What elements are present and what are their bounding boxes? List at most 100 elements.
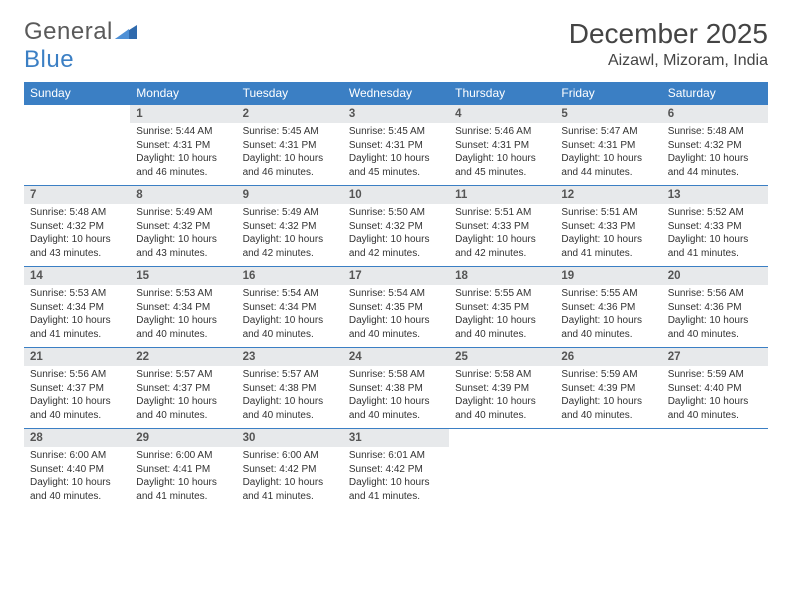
weekday-header: Monday <box>130 82 236 105</box>
daylight-text: Daylight: 10 hours <box>30 233 124 247</box>
daylight-text: and 44 minutes. <box>668 166 762 180</box>
daylight-text: and 40 minutes. <box>349 328 443 342</box>
day-number-cell: 14 <box>24 267 130 286</box>
day-number-cell: 26 <box>555 348 661 367</box>
sunrise-text: Sunrise: 5:56 AM <box>30 368 124 382</box>
sunrise-text: Sunrise: 5:54 AM <box>349 287 443 301</box>
sunset-text: Sunset: 4:42 PM <box>243 463 337 477</box>
day-body-cell: Sunrise: 5:49 AMSunset: 4:32 PMDaylight:… <box>237 204 343 267</box>
daylight-text: and 43 minutes. <box>30 247 124 261</box>
daylight-text: and 41 minutes. <box>668 247 762 261</box>
day-number-cell: 8 <box>130 186 236 205</box>
daylight-text: Daylight: 10 hours <box>30 314 124 328</box>
day-number-cell: 29 <box>130 429 236 448</box>
daylight-text: and 40 minutes. <box>30 490 124 504</box>
day-number-cell: 15 <box>130 267 236 286</box>
sunset-text: Sunset: 4:31 PM <box>455 139 549 153</box>
day-body-row: Sunrise: 6:00 AMSunset: 4:40 PMDaylight:… <box>24 447 768 509</box>
daylight-text: and 40 minutes. <box>243 328 337 342</box>
weekday-header-row: Sunday Monday Tuesday Wednesday Thursday… <box>24 82 768 105</box>
daylight-text: Daylight: 10 hours <box>136 233 230 247</box>
daylight-text: and 41 minutes. <box>136 490 230 504</box>
day-number-cell: 28 <box>24 429 130 448</box>
daylight-text: Daylight: 10 hours <box>243 233 337 247</box>
weekday-header: Tuesday <box>237 82 343 105</box>
logo-text: General Blue <box>24 18 137 74</box>
sunrise-text: Sunrise: 5:51 AM <box>455 206 549 220</box>
sunset-text: Sunset: 4:40 PM <box>668 382 762 396</box>
day-body-cell: Sunrise: 5:48 AMSunset: 4:32 PMDaylight:… <box>24 204 130 267</box>
daylight-text: and 44 minutes. <box>561 166 655 180</box>
day-body-cell: Sunrise: 5:59 AMSunset: 4:39 PMDaylight:… <box>555 366 661 429</box>
day-number-row: 123456 <box>24 105 768 124</box>
day-body-cell <box>662 447 768 509</box>
daylight-text: and 40 minutes. <box>455 409 549 423</box>
daylight-text: and 41 minutes. <box>30 328 124 342</box>
daylight-text: Daylight: 10 hours <box>243 314 337 328</box>
sunset-text: Sunset: 4:31 PM <box>349 139 443 153</box>
daylight-text: and 40 minutes. <box>668 409 762 423</box>
day-body-cell: Sunrise: 5:55 AMSunset: 4:35 PMDaylight:… <box>449 285 555 348</box>
sunrise-text: Sunrise: 5:54 AM <box>243 287 337 301</box>
daylight-text: Daylight: 10 hours <box>243 395 337 409</box>
day-number-cell <box>662 429 768 448</box>
weekday-header: Thursday <box>449 82 555 105</box>
sunrise-text: Sunrise: 5:44 AM <box>136 125 230 139</box>
day-number-cell: 10 <box>343 186 449 205</box>
day-number-cell: 3 <box>343 105 449 124</box>
day-body-cell: Sunrise: 5:45 AMSunset: 4:31 PMDaylight:… <box>343 123 449 186</box>
day-number-cell: 24 <box>343 348 449 367</box>
sunset-text: Sunset: 4:35 PM <box>349 301 443 315</box>
day-number-cell: 20 <box>662 267 768 286</box>
daylight-text: Daylight: 10 hours <box>349 314 443 328</box>
calendar-table: Sunday Monday Tuesday Wednesday Thursday… <box>24 82 768 509</box>
day-body-cell: Sunrise: 5:45 AMSunset: 4:31 PMDaylight:… <box>237 123 343 186</box>
day-number-cell: 30 <box>237 429 343 448</box>
sunrise-text: Sunrise: 5:48 AM <box>668 125 762 139</box>
daylight-text: and 40 minutes. <box>136 328 230 342</box>
logo-blue: Blue <box>24 46 74 73</box>
sunset-text: Sunset: 4:39 PM <box>455 382 549 396</box>
day-number-cell: 16 <box>237 267 343 286</box>
daylight-text: and 40 minutes. <box>30 409 124 423</box>
day-body-cell: Sunrise: 5:46 AMSunset: 4:31 PMDaylight:… <box>449 123 555 186</box>
sunset-text: Sunset: 4:32 PM <box>349 220 443 234</box>
calendar-body: 123456Sunrise: 5:44 AM Sunset: 4:31 PM Day… <box>24 105 768 510</box>
sunrise-text: Sunrise: 5:49 AM <box>136 206 230 220</box>
sunset-text: Sunset: 4:42 PM <box>349 463 443 477</box>
daylight-text: Daylight: 10 hours <box>668 152 762 166</box>
day-body-cell: Sunrise: 5:58 AMSunset: 4:39 PMDaylight:… <box>449 366 555 429</box>
sunrise-text: Sunrise: 5:45 AM <box>349 125 443 139</box>
daylight-text: Daylight: 10 hours <box>561 233 655 247</box>
daylight-text: and 43 minutes. <box>136 247 230 261</box>
day-body-cell: Sunrise: 5:55 AMSunset: 4:36 PMDaylight:… <box>555 285 661 348</box>
daylight-text: and 41 minutes. <box>349 490 443 504</box>
daylight-text: Daylight: 10 hours <box>136 395 230 409</box>
daylight-text: Daylight: 10 hours <box>561 152 655 166</box>
day-body-cell: Sunrise: 5:51 AMSunset: 4:33 PMDaylight:… <box>449 204 555 267</box>
day-number-cell: 31 <box>343 429 449 448</box>
sunset-text: Sunset: 4:34 PM <box>243 301 337 315</box>
location-label: Aizawl, Mizoram, India <box>569 52 768 70</box>
day-number-cell: 27 <box>662 348 768 367</box>
sunset-text: Sunset: 4:36 PM <box>668 301 762 315</box>
daylight-text: Daylight: 10 hours <box>455 314 549 328</box>
weekday-header: Friday <box>555 82 661 105</box>
sunrise-text: Sunrise: 5:56 AM <box>668 287 762 301</box>
sunrise-text: Sunrise: 5:45 AM <box>243 125 337 139</box>
sunrise-text: Sunrise: 5:50 AM <box>349 206 443 220</box>
day-body-row: Sunrise: 5:44 AM Sunset: 4:31 PM Daylight:… <box>24 123 768 186</box>
sunrise-text: Sunrise: 6:00 AM <box>30 449 124 463</box>
sunrise-text: Sunrise: 5:46 AM <box>455 125 549 139</box>
day-body-cell: Sunrise: 5:54 AMSunset: 4:34 PMDaylight:… <box>237 285 343 348</box>
day-number-cell: 2 <box>237 105 343 124</box>
sunrise-text: Sunrise: 5:48 AM <box>30 206 124 220</box>
day-body-cell: Sunrise: 5:50 AMSunset: 4:32 PMDaylight:… <box>343 204 449 267</box>
sunrise-text: Sunrise: 5:58 AM <box>455 368 549 382</box>
day-body-cell: Sunrise: 5:44 AMSunset: 4:31 PMDaylight:… <box>130 123 236 186</box>
day-body-row: Sunrise: 5:53 AMSunset: 4:34 PMDaylight:… <box>24 285 768 348</box>
day-body-cell: Sunrise: 5:56 AMSunset: 4:37 PMDaylight:… <box>24 366 130 429</box>
sunrise-text: Sunrise: 5:51 AM <box>561 206 655 220</box>
daylight-text: Daylight: 10 hours <box>668 314 762 328</box>
day-body-cell: Sunrise: 5:52 AMSunset: 4:33 PMDaylight:… <box>662 204 768 267</box>
